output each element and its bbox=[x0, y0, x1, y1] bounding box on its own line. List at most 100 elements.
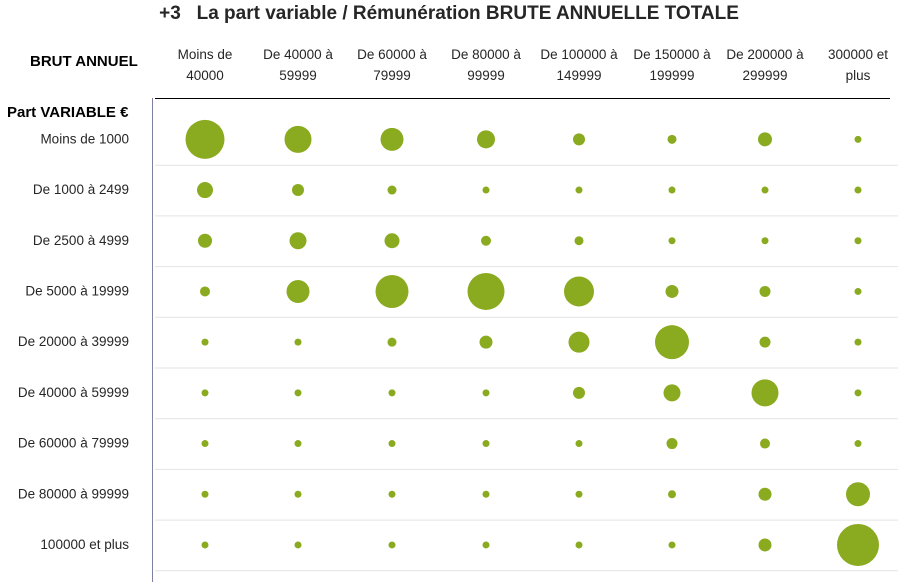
column-tick-labels: Moins de 40000 De 40000 à 59999 De 60000 à 79… bbox=[178, 47, 889, 83]
row-tick-label: De 2500 à 4999 bbox=[33, 233, 129, 248]
bubble bbox=[284, 125, 312, 153]
bubble bbox=[201, 541, 209, 549]
bubble bbox=[854, 186, 862, 194]
bubble bbox=[198, 233, 212, 248]
title-part-2: BRUTE ANNUELLE TOTALE bbox=[485, 3, 739, 24]
bubble bbox=[294, 440, 302, 448]
title-part-1: La part variable / Rémunération bbox=[196, 3, 481, 24]
bubble bbox=[573, 133, 585, 146]
bubble bbox=[575, 541, 583, 549]
bubble bbox=[294, 338, 302, 346]
bubble bbox=[185, 119, 225, 159]
bubble bbox=[668, 490, 676, 499]
bubble bbox=[375, 274, 409, 308]
bubble bbox=[751, 379, 779, 407]
column-tick-label: De 40000 à bbox=[263, 47, 333, 62]
column-tick-label: De 150000 à bbox=[633, 47, 711, 62]
column-axis-title: BRUT ANNUEL bbox=[30, 53, 138, 70]
column-tick-label: 299999 bbox=[742, 68, 787, 83]
title-number: +3 bbox=[159, 3, 181, 24]
bubble bbox=[668, 186, 676, 194]
bubble bbox=[759, 285, 771, 297]
row-tick-label: De 5000 à 19999 bbox=[25, 283, 129, 298]
bubble bbox=[201, 389, 209, 397]
bubble bbox=[292, 184, 304, 197]
bubble bbox=[761, 237, 769, 245]
row-tick-label: De 80000 à 99999 bbox=[18, 486, 129, 501]
row-tick-label: De 1000 à 2499 bbox=[33, 182, 129, 197]
bubble bbox=[854, 135, 862, 143]
bubble bbox=[655, 325, 689, 360]
bubble bbox=[200, 286, 210, 297]
bubble bbox=[388, 541, 396, 549]
bubble bbox=[837, 523, 879, 566]
bubble bbox=[761, 186, 769, 194]
bubble bbox=[663, 384, 681, 402]
column-tick-label: plus bbox=[846, 68, 871, 83]
row-tick-label: De 40000 à 59999 bbox=[18, 385, 129, 400]
column-tick-label: 300000 et bbox=[828, 47, 888, 62]
bubbles bbox=[185, 119, 879, 566]
bubble bbox=[467, 272, 505, 310]
bubble bbox=[380, 127, 404, 151]
column-tick-label: De 60000 à bbox=[357, 47, 427, 62]
bubble bbox=[482, 389, 490, 397]
bubble bbox=[758, 487, 772, 501]
bubble bbox=[758, 132, 772, 147]
row-tick-label: De 60000 à 79999 bbox=[18, 436, 129, 451]
bubble bbox=[666, 438, 678, 450]
bubble bbox=[575, 186, 583, 194]
bubble bbox=[846, 482, 870, 507]
bubble bbox=[482, 440, 490, 448]
bubble bbox=[758, 538, 772, 552]
bubble bbox=[477, 130, 495, 149]
bubble bbox=[388, 440, 396, 448]
column-tick-label: Moins de bbox=[178, 47, 233, 62]
bubble bbox=[388, 490, 396, 498]
bubble bbox=[854, 389, 862, 397]
bubble bbox=[479, 335, 493, 349]
column-tick-label: 199999 bbox=[649, 68, 694, 83]
bubble bbox=[387, 337, 397, 347]
bubble bbox=[388, 389, 396, 397]
row-tick-labels: Moins de 1000 De 1000 à 2499 De 2500 à 499… bbox=[18, 131, 129, 552]
bubble bbox=[668, 237, 676, 245]
bubble bbox=[482, 490, 490, 498]
column-tick-label: De 200000 à bbox=[726, 47, 804, 62]
column-tick-label: 149999 bbox=[556, 68, 601, 83]
column-tick-label: 79999 bbox=[373, 68, 411, 83]
bubble bbox=[665, 284, 679, 298]
bubble bbox=[854, 338, 862, 346]
bubble bbox=[294, 490, 302, 498]
bubble bbox=[201, 490, 209, 498]
chart-title: +3 La part variable / Rémunération BRUTE… bbox=[0, 3, 898, 25]
column-tick-label: De 100000 à bbox=[540, 47, 618, 62]
bubble bbox=[573, 386, 585, 399]
bubble bbox=[854, 287, 862, 295]
row-tick-label: De 20000 à 39999 bbox=[18, 334, 129, 349]
bubble bbox=[760, 438, 770, 449]
bubble bbox=[294, 389, 302, 397]
column-tick-label: 99999 bbox=[467, 68, 505, 83]
bubble bbox=[482, 541, 490, 549]
grid-lines bbox=[152, 98, 898, 582]
bubble bbox=[759, 336, 771, 348]
bubble bbox=[568, 331, 590, 353]
bubble bbox=[668, 541, 676, 549]
bubble bbox=[286, 279, 310, 303]
bubble bbox=[482, 186, 490, 194]
column-tick-label: 40000 bbox=[186, 68, 224, 83]
column-tick-label: De 80000 à bbox=[451, 47, 521, 62]
row-tick-label: 100000 et plus bbox=[40, 537, 129, 552]
bubble bbox=[564, 276, 594, 307]
bubble bbox=[667, 134, 677, 144]
bubble bbox=[854, 237, 862, 245]
bubble bbox=[481, 235, 491, 246]
row-tick-label: Moins de 1000 bbox=[40, 131, 129, 146]
bubble bbox=[384, 233, 400, 249]
bubble bbox=[575, 440, 583, 448]
bubble bbox=[294, 541, 302, 549]
row-axis-title: Part VARIABLE € bbox=[7, 104, 129, 121]
bubble bbox=[387, 185, 397, 195]
